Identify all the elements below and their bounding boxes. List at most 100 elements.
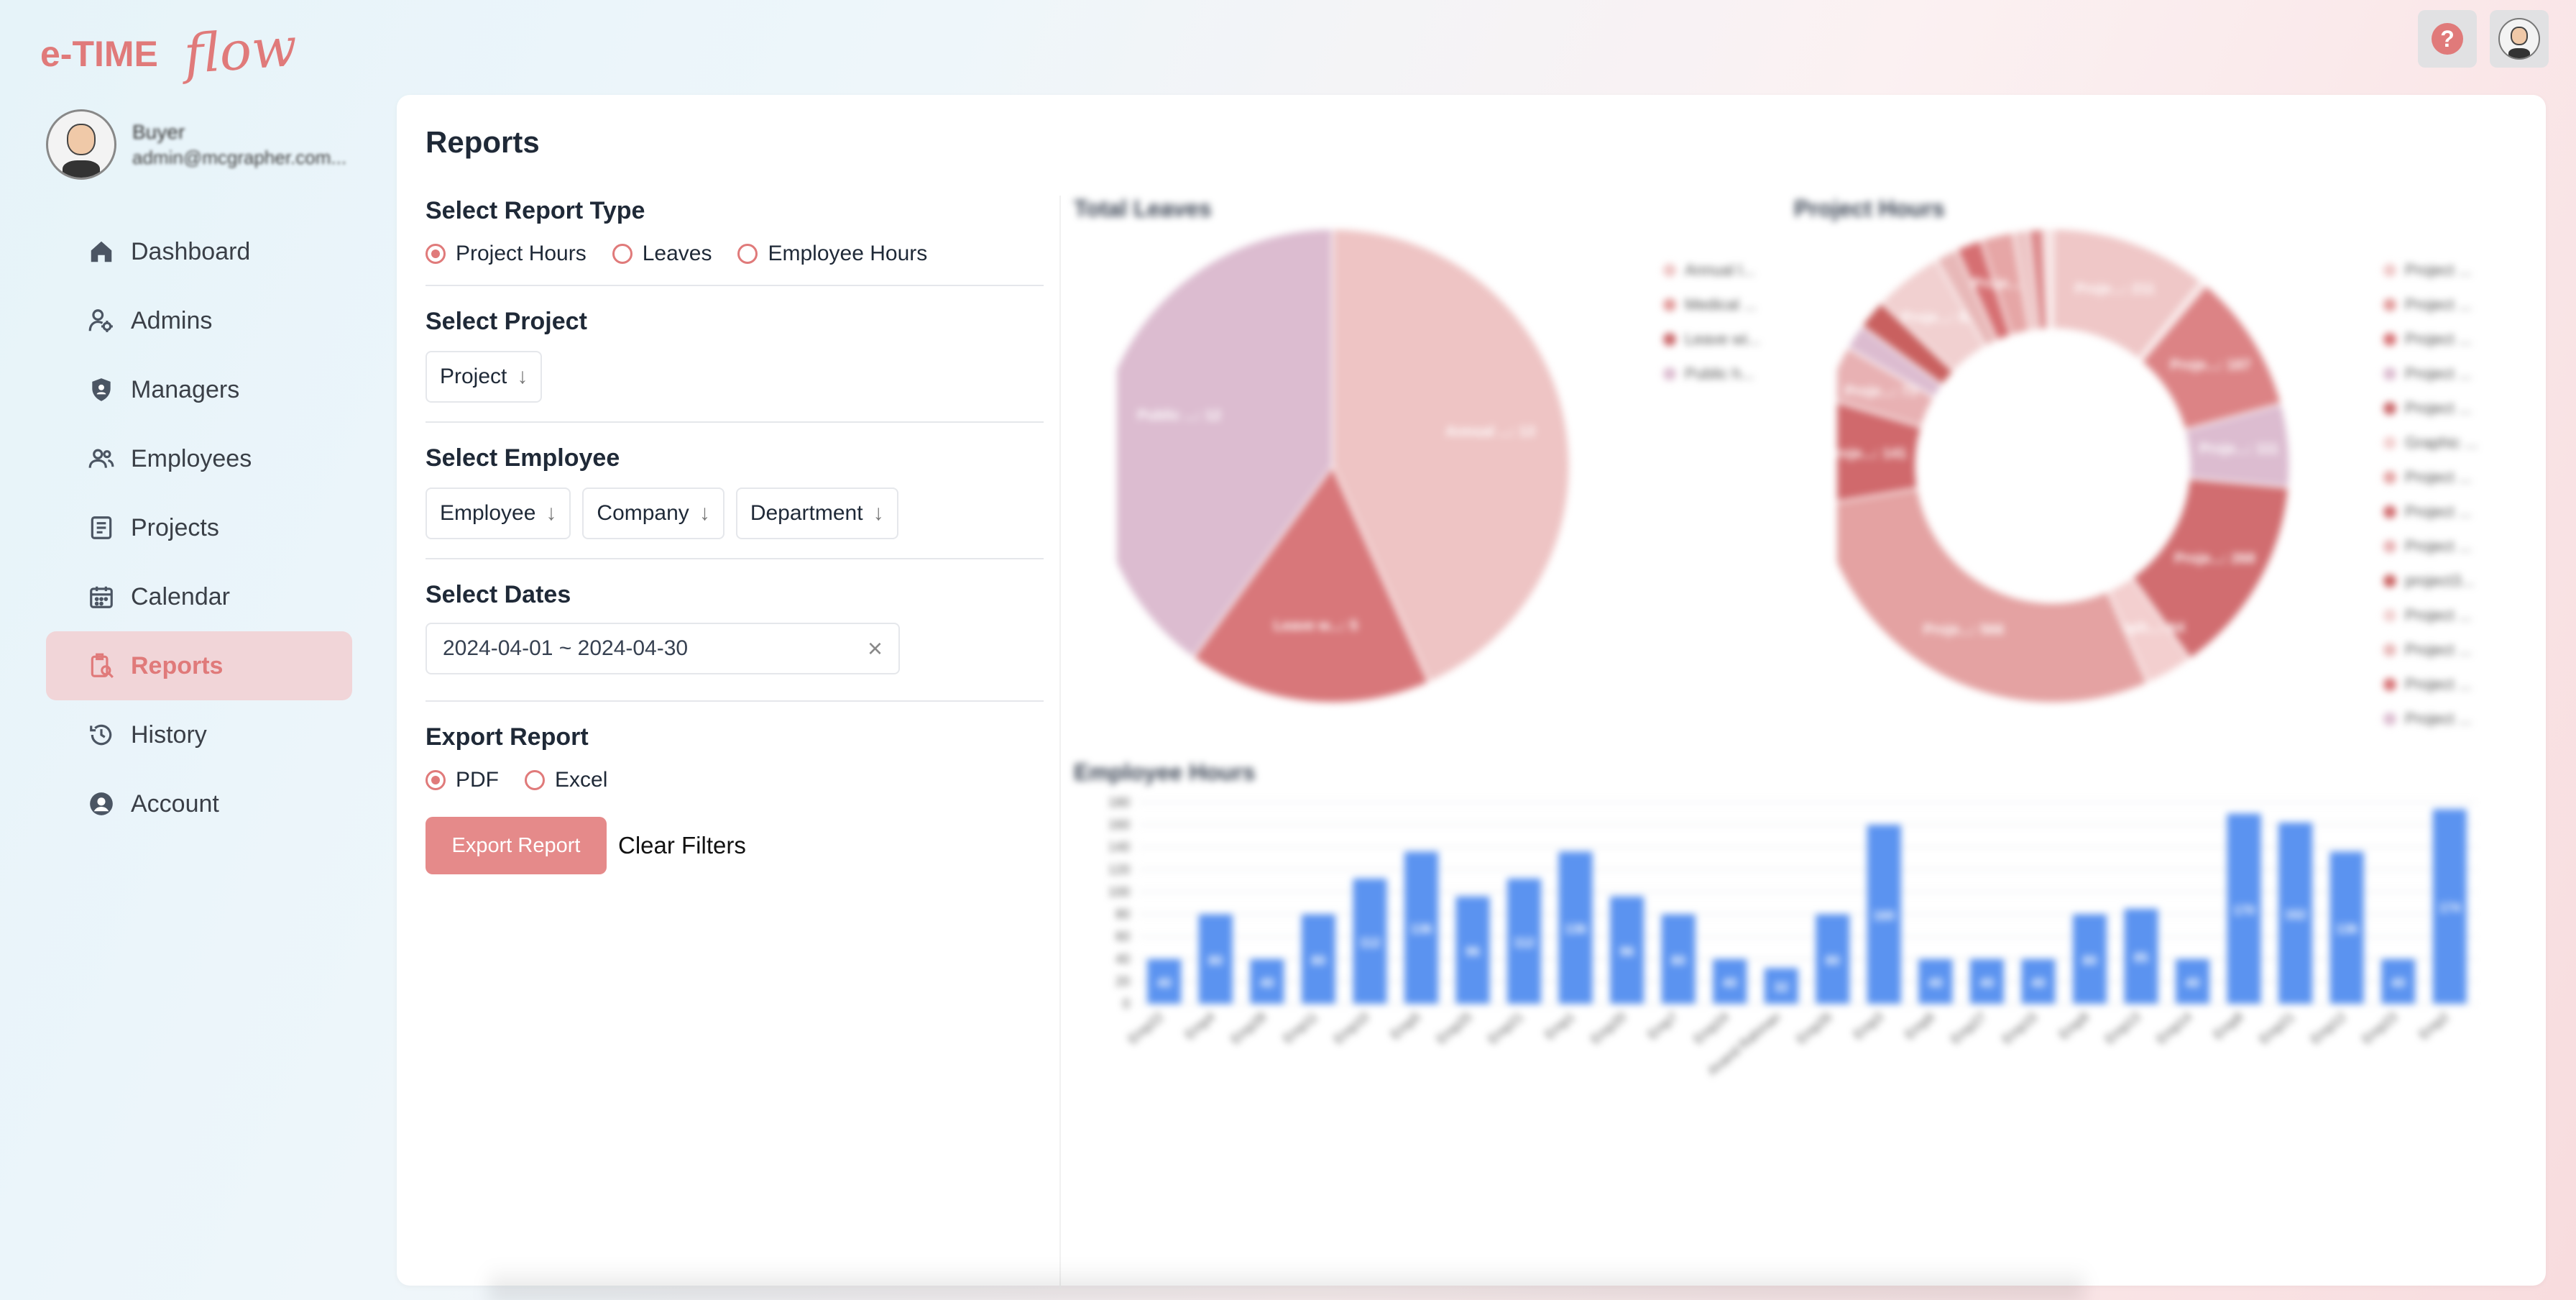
bar xyxy=(1455,896,1490,1004)
legend-label: Annual l... xyxy=(1685,261,1755,279)
slice-label: Proje...: 111 xyxy=(2199,441,2278,457)
legend-swatch xyxy=(2383,678,2396,691)
sidebar-item-managers[interactable]: Managers xyxy=(46,355,352,424)
pie-slice xyxy=(1331,229,1571,685)
radio-project-hours[interactable]: Project Hours xyxy=(426,242,586,266)
legend-label: Project ... xyxy=(2405,641,2472,659)
radio-pdf[interactable]: PDF xyxy=(426,768,499,792)
bar xyxy=(1301,914,1335,1004)
x-tick-label: Emp14 xyxy=(2154,1010,2195,1047)
x-tick-label: Emp21 xyxy=(1486,1010,1527,1047)
legend-item[interactable]: Project ... xyxy=(2383,253,2478,288)
x-tick-label: Emp9 xyxy=(2056,1010,2092,1043)
radio-dot xyxy=(426,770,446,790)
help-button[interactable]: ? xyxy=(2418,10,2477,68)
department-select[interactable]: Department ↓ xyxy=(735,487,898,539)
bar-value-label: 136 xyxy=(1410,922,1432,936)
sidebar-item-admins[interactable]: Admins xyxy=(46,286,352,355)
x-tick-label: Emp21 xyxy=(2257,1010,2298,1047)
sidebar-item-calendar[interactable]: Calendar xyxy=(46,562,352,631)
sidebar-item-reports[interactable]: Reports xyxy=(46,631,352,700)
bar xyxy=(1610,896,1644,1004)
admin-user-icon xyxy=(88,307,115,334)
bar xyxy=(1867,825,1901,1004)
export-report-button[interactable]: Export Report xyxy=(426,817,607,874)
legend-item[interactable]: Project ... xyxy=(2383,598,2478,633)
bar xyxy=(2381,958,2416,1004)
date-range-input[interactable]: 2024-04-01 ~ 2024-04-30 × xyxy=(426,623,900,674)
legend-item[interactable]: Project ... xyxy=(2383,702,2478,736)
shield-icon xyxy=(88,376,115,403)
legend-label: Project ... xyxy=(2405,399,2472,417)
legend-item[interactable]: Public h... xyxy=(1663,357,1760,391)
slice-label: Proje...: 211 xyxy=(2075,281,2155,297)
bar-value-label: 40 xyxy=(1979,976,1994,990)
history-icon xyxy=(88,721,115,749)
bar-value-label: 96 xyxy=(1620,944,1634,958)
company-select-label: Company xyxy=(597,501,689,525)
project-select[interactable]: Project ↓ xyxy=(426,351,543,403)
legend-item[interactable]: Project ... xyxy=(2383,667,2478,702)
x-tick-label: Emp20 xyxy=(1588,1010,1629,1047)
reports-panel: Reports Select Report Type Project Hours… xyxy=(397,95,2546,1288)
x-tick-label: Emp27 xyxy=(1948,1010,1989,1047)
legend-item[interactable]: Graphic ... xyxy=(2383,426,2478,460)
legend-label: Project ... xyxy=(2405,675,2472,693)
sidebar-item-employees[interactable]: Employees xyxy=(46,424,352,493)
legend-swatch xyxy=(2383,367,2396,380)
user-avatar-button[interactable] xyxy=(2490,10,2549,68)
legend-item[interactable]: Project ... xyxy=(2383,495,2478,529)
radio-leaves[interactable]: Leaves xyxy=(612,242,712,266)
y-tick-label: 40 xyxy=(1116,952,1130,966)
home-icon xyxy=(88,238,115,265)
legend-item[interactable]: Project ... xyxy=(2383,357,2478,391)
sidebar-item-projects[interactable]: Projects xyxy=(46,493,352,562)
bar-value-label: 174 xyxy=(2439,901,2460,915)
y-tick-label: 140 xyxy=(1108,840,1130,854)
bar xyxy=(1661,914,1696,1004)
bar-value-label: 136 xyxy=(2336,922,2358,936)
clear-filters-button[interactable]: Clear Filters xyxy=(618,832,746,859)
arrow-down-icon: ↓ xyxy=(873,501,884,525)
x-tick-label: Emp15 xyxy=(2000,1010,2041,1047)
bar-value-label: 40 xyxy=(1723,976,1737,990)
legend-item[interactable]: project3... xyxy=(2383,564,2478,598)
sidebar-item-dashboard[interactable]: Dashboard xyxy=(46,217,352,286)
x-tick-label: Emp12 xyxy=(2308,1010,2349,1047)
project-hours-chart: Project Hours Proje...: 211 Proje...: 187… xyxy=(1794,196,2527,828)
project-title: Select Project xyxy=(426,308,587,335)
x-tick-label: Emp5 xyxy=(1388,1010,1423,1043)
legend-item[interactable]: Project ... xyxy=(2383,460,2478,495)
legend-item[interactable]: Project ... xyxy=(2383,322,2478,357)
legend-item[interactable]: Project ... xyxy=(2383,288,2478,322)
legend-item[interactable]: Project ... xyxy=(2383,633,2478,667)
employee-select[interactable]: Employee ↓ xyxy=(426,487,571,539)
x-tick-label: Emp26 xyxy=(1794,1010,1835,1047)
radio-employee-hours[interactable]: Employee Hours xyxy=(737,242,927,266)
company-select[interactable]: Company ↓ xyxy=(582,487,724,539)
radio-label: Leaves xyxy=(642,242,712,265)
bar xyxy=(1713,958,1747,1004)
project-hours-donut: Proje...: 211 Proje...: 187 Proje...: 111 P… xyxy=(1837,229,2291,705)
legend-item[interactable]: Project ... xyxy=(2383,391,2478,426)
legend-label: Project ... xyxy=(2405,710,2472,728)
sidebar-item-label: Dashboard xyxy=(131,237,251,265)
legend-swatch xyxy=(2383,505,2396,518)
radio-excel[interactable]: Excel xyxy=(525,768,607,792)
legend-swatch xyxy=(2383,609,2396,622)
legend-item[interactable]: Leave wi... xyxy=(1663,322,1760,357)
export-title: Export Report xyxy=(426,723,589,751)
legend-item[interactable]: Annual l... xyxy=(1663,253,1760,288)
user-profile[interactable]: Buyer admin@mcgrapher.com... xyxy=(46,109,362,180)
legend-label: Project ... xyxy=(2405,296,2472,313)
legend-item[interactable]: Project ... xyxy=(2383,529,2478,564)
bar-value-label: 80 xyxy=(1311,953,1325,968)
total-leaves-pie: Annual ...: 13 Leave w...: 5 Public ...: 1… xyxy=(1117,229,1571,705)
clear-date-icon[interactable]: × xyxy=(867,633,883,663)
sidebar-item-history[interactable]: History xyxy=(46,700,352,769)
chart-title: Total Leaves xyxy=(1074,196,1212,221)
sidebar-item-account[interactable]: Account xyxy=(46,769,352,838)
y-tick-label: 180 xyxy=(1108,795,1130,810)
divider xyxy=(426,558,1044,559)
legend-item[interactable]: Medical ... xyxy=(1663,288,1760,322)
